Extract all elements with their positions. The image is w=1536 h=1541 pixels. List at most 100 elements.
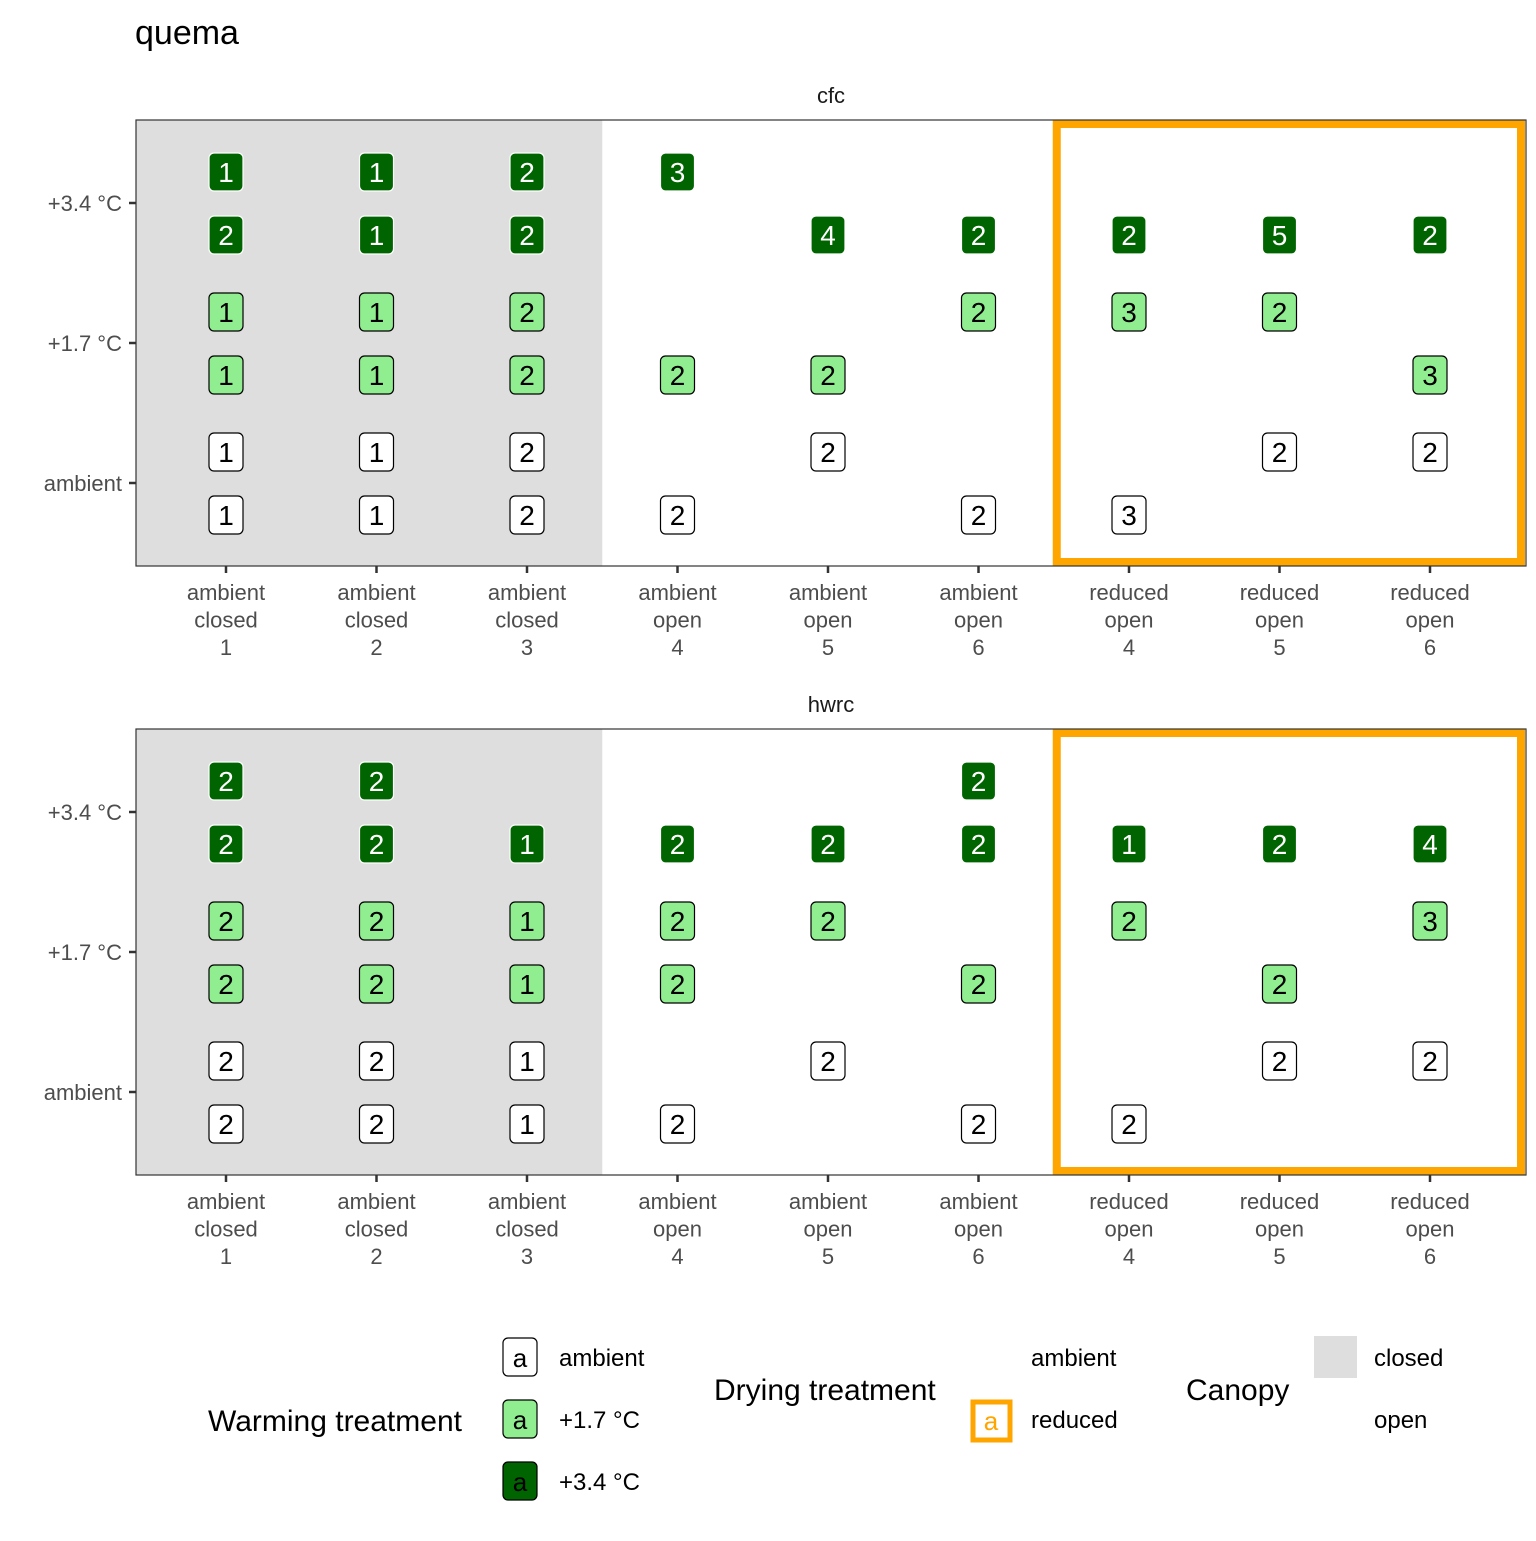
data-label-text: 2 <box>369 906 385 937</box>
data-label-box <box>358 761 395 801</box>
x-tick-label-line: ambient <box>638 580 716 605</box>
data-label-box <box>1111 495 1147 535</box>
data-label-text: 1 <box>369 220 385 251</box>
data-label: 2 <box>1412 1041 1448 1081</box>
legend-canopy-key <box>1314 1336 1357 1378</box>
legend-drying-key <box>970 1399 1013 1443</box>
data-label: 2 <box>960 964 997 1004</box>
data-label-text: 2 <box>218 220 234 251</box>
data-label: 3 <box>1111 495 1147 535</box>
x-tick-label: ambient closed 1 <box>187 1189 265 1269</box>
data-label-text: 2 <box>369 1046 385 1077</box>
data-label-box <box>659 355 696 395</box>
data-label-text: 4 <box>820 220 836 251</box>
legend-warming-key-glyph: a <box>513 1343 528 1373</box>
data-label: 2 <box>509 495 545 535</box>
data-label-box <box>1261 432 1298 472</box>
x-tick-label-line: ambient <box>638 1189 716 1214</box>
x-tick-label-line: closed <box>495 1217 559 1242</box>
data-label-box <box>659 824 696 864</box>
data-label: 2 <box>208 215 244 255</box>
legend-warming: Warming treatment a ambient a +1.7 °C a +3.4 °… <box>208 1337 645 1501</box>
x-tick-label-line: open <box>1406 1217 1455 1242</box>
data-label-text: 2 <box>218 829 234 860</box>
data-label-text: 2 <box>218 969 234 1000</box>
legend-drying-label: reduced <box>1031 1407 1118 1434</box>
data-label-text: 2 <box>820 906 836 937</box>
x-tick-label-line: 3 <box>521 635 533 660</box>
data-label: 1 <box>509 1104 545 1144</box>
legend-warming-label: +1.7 °C <box>559 1407 640 1434</box>
x-tick-label-line: ambient <box>488 1189 566 1214</box>
x-tick-label-line: reduced <box>1240 580 1320 605</box>
data-label: 2 <box>1261 292 1298 332</box>
y-tick-label: +3.4 °C <box>48 800 122 825</box>
x-tick-label-line: ambient <box>789 580 867 605</box>
x-tick-label: reduced open 6 <box>1390 1189 1470 1269</box>
data-label-text: 2 <box>519 297 535 328</box>
data-label-box <box>960 495 997 535</box>
data-label-box <box>509 355 545 395</box>
x-tick-label: ambient open 6 <box>939 1189 1017 1269</box>
data-label-box <box>358 355 395 395</box>
data-label: 3 <box>1111 292 1147 332</box>
data-label-text: 2 <box>1121 220 1137 251</box>
data-label-text: 1 <box>218 297 234 328</box>
data-label-text: 2 <box>820 437 836 468</box>
data-label: 2 <box>659 1104 696 1144</box>
data-label: 2 <box>810 901 846 941</box>
data-label: 2 <box>208 964 244 1004</box>
data-label: 2 <box>358 1041 395 1081</box>
legend-warming-key <box>502 1337 538 1377</box>
data-label: 2 <box>659 495 696 535</box>
data-label-box <box>358 901 395 941</box>
data-label-box <box>659 964 696 1004</box>
data-label-box <box>208 495 244 535</box>
data-label-text: 2 <box>218 1109 234 1140</box>
data-label-text: 2 <box>971 500 987 531</box>
data-label-text: 2 <box>820 1046 836 1077</box>
data-label: 2 <box>1261 1041 1298 1081</box>
data-label-box <box>810 901 846 941</box>
data-label: 2 <box>1261 824 1298 864</box>
data-label: 2 <box>208 1104 244 1144</box>
data-label-box <box>358 824 395 864</box>
data-label-text: 2 <box>1272 297 1288 328</box>
data-label: 3 <box>659 152 696 192</box>
data-label: 2 <box>810 824 846 864</box>
x-tick-label: reduced open 4 <box>1089 1189 1169 1269</box>
data-label: 2 <box>1111 215 1147 255</box>
x-tick-label-line: ambient <box>187 1189 265 1214</box>
data-label-box <box>358 432 395 472</box>
data-label-text: 2 <box>670 360 686 391</box>
data-label-text: 2 <box>519 157 535 188</box>
x-tick-label: reduced open 4 <box>1089 580 1169 660</box>
data-label-box <box>358 152 395 192</box>
data-label: 4 <box>1412 824 1448 864</box>
data-label-text: 2 <box>971 766 987 797</box>
data-label-text: 2 <box>218 766 234 797</box>
data-label-text: 2 <box>1121 1109 1137 1140</box>
data-label: 2 <box>659 824 696 864</box>
data-label-box <box>509 292 545 332</box>
data-label-text: 2 <box>670 906 686 937</box>
data-label-box <box>1412 215 1448 255</box>
data-label: 1 <box>358 495 395 535</box>
data-label: 2 <box>358 964 395 1004</box>
data-label-text: 2 <box>519 220 535 251</box>
data-label: 1 <box>358 355 395 395</box>
data-label-box <box>509 964 545 1004</box>
data-label: 2 <box>1261 432 1298 472</box>
x-tick-label: ambient closed 1 <box>187 580 265 660</box>
data-label: 2 <box>1412 215 1448 255</box>
legend-canopy: Canopy closed open <box>1186 1336 1443 1440</box>
data-label: 2 <box>960 292 997 332</box>
data-label-box <box>358 215 395 255</box>
legend-warming-label: +3.4 °C <box>559 1469 640 1496</box>
legend-warming-key-glyph: a <box>513 1405 528 1435</box>
data-label-text: 3 <box>1121 297 1137 328</box>
x-tick-label-line: ambient <box>337 580 415 605</box>
data-label-text: 1 <box>519 829 535 860</box>
data-label-box <box>208 761 244 801</box>
